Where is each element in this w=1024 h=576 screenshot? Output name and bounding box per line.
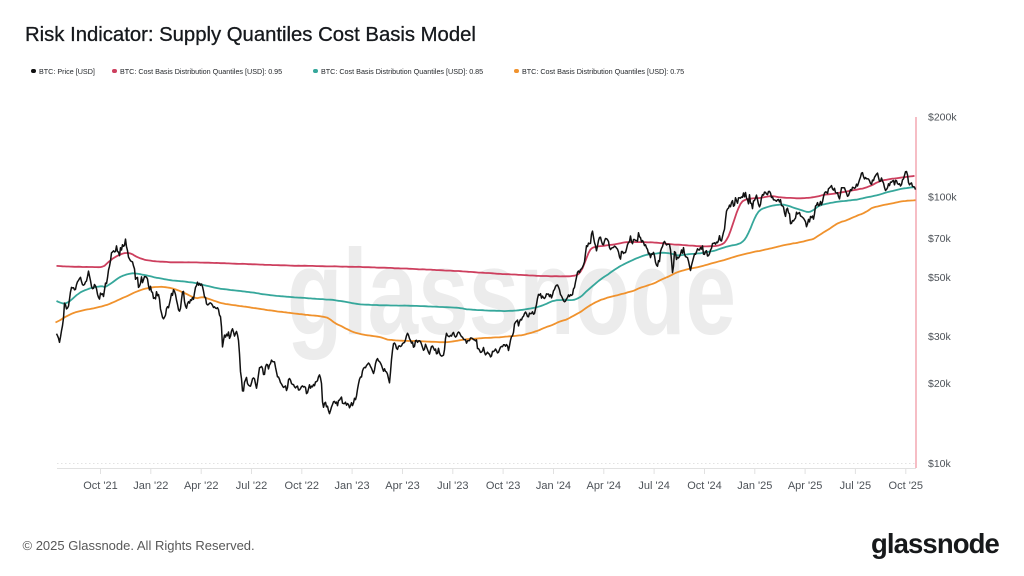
- svg-text:Oct '25: Oct '25: [889, 480, 924, 492]
- svg-text:Oct '21: Oct '21: [83, 480, 118, 492]
- svg-text:Apr '24: Apr '24: [587, 480, 622, 492]
- svg-text:Oct '24: Oct '24: [687, 480, 722, 492]
- svg-text:$10k: $10k: [928, 458, 952, 470]
- svg-text:$30k: $30k: [928, 331, 952, 343]
- svg-text:$50k: $50k: [928, 272, 952, 284]
- svg-text:Oct '23: Oct '23: [486, 480, 521, 492]
- svg-text:Jul '22: Jul '22: [236, 480, 267, 492]
- svg-text:Jan '22: Jan '22: [133, 480, 168, 492]
- svg-text:$20k: $20k: [928, 378, 952, 390]
- svg-text:$200k: $200k: [928, 112, 957, 124]
- svg-text:Apr '25: Apr '25: [788, 480, 823, 492]
- svg-text:Apr '22: Apr '22: [184, 480, 219, 492]
- svg-text:Jan '24: Jan '24: [536, 480, 571, 492]
- svg-text:$70k: $70k: [928, 233, 952, 245]
- svg-text:Jan '23: Jan '23: [335, 480, 370, 492]
- svg-text:Jan '25: Jan '25: [737, 480, 772, 492]
- svg-text:Oct '22: Oct '22: [285, 480, 320, 492]
- svg-text:$100k: $100k: [928, 192, 957, 204]
- svg-text:Apr '23: Apr '23: [385, 480, 420, 492]
- svg-text:Jul '24: Jul '24: [638, 480, 669, 492]
- svg-text:Jul '23: Jul '23: [437, 480, 468, 492]
- svg-text:Jul '25: Jul '25: [840, 480, 871, 492]
